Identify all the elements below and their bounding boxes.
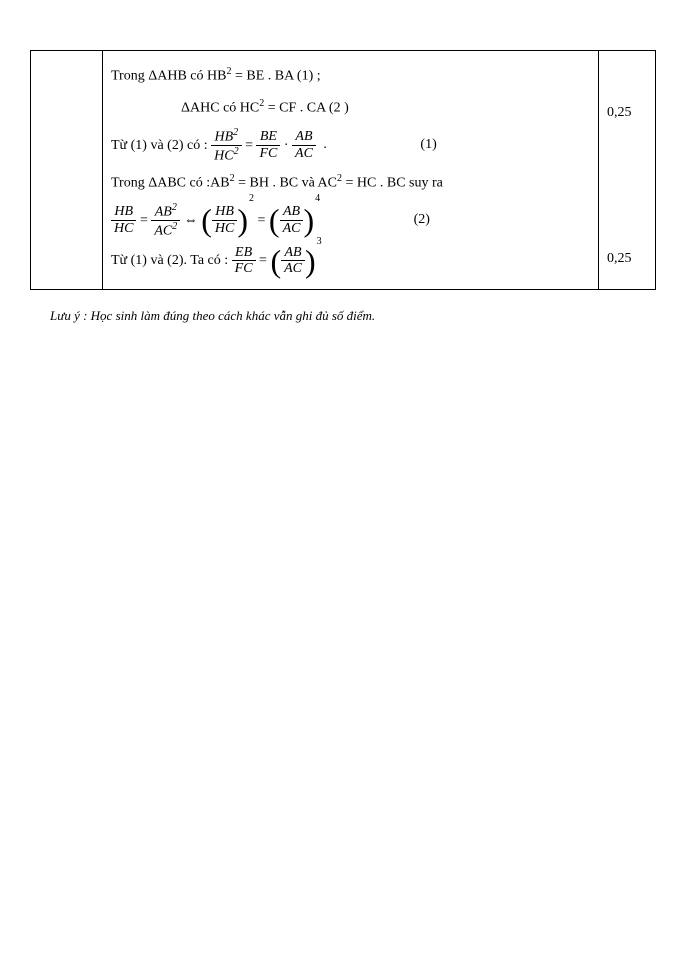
triangle-ahb: ΔAHB [148, 69, 187, 84]
num: AB [292, 129, 316, 145]
line-2: ΔAHC có HC2 = CF . CA (2 ) [111, 95, 590, 121]
score-2: 0,25 [607, 251, 647, 267]
den: AC [281, 261, 305, 276]
fraction: HB2 HC2 [211, 127, 241, 164]
num: EB [232, 245, 256, 261]
index-cell [31, 51, 103, 290]
text: = BH . BC và AC [238, 175, 337, 190]
line-3: Từ (1) và (2) có : HB2 HC2 = BE FC · AB … [111, 127, 590, 164]
text: Trong [111, 69, 148, 84]
note-text: Lưu ý : Học sinh làm đúng theo cách khác… [50, 308, 656, 324]
den: HC [214, 148, 233, 163]
fraction: EB FC [232, 245, 256, 277]
exp-3: 3 [317, 236, 322, 247]
fraction: BE FC [256, 129, 280, 161]
num: HB [215, 129, 234, 144]
num: HB [212, 204, 237, 220]
text: có :AB [190, 175, 230, 190]
text: = HC . BC suy ra [346, 175, 443, 190]
triangle-abc: ΔABC [148, 175, 186, 190]
line-6: Từ (1) và (2). Ta có : EB FC = ( AB AC )… [111, 245, 590, 277]
text: Trong [111, 175, 148, 190]
equals: = [245, 137, 256, 152]
paren-ab-ac-3: ( AB AC ) [270, 245, 315, 277]
sup: 2 [337, 173, 342, 184]
sup: 2 [226, 66, 231, 77]
eqnum-1: (1) [420, 132, 436, 157]
equals: = [258, 212, 269, 227]
num: BE [256, 129, 280, 145]
line-4: Trong ΔABC có :AB2 = BH . BC và AC2 = HC… [111, 170, 590, 196]
text: Từ (1) và (2). Ta có : [111, 253, 232, 268]
text: = BE . BA (1) ; [235, 69, 321, 84]
solution-table: Trong ΔAHB có HB2 = BE . BA (1) ; ΔAHC c… [30, 50, 656, 290]
text: có HC [223, 101, 259, 116]
fraction: HB HC [111, 204, 136, 236]
text: Từ (1) và (2) có : [111, 137, 211, 152]
content-cell: Trong ΔAHB có HB2 = BE . BA (1) ; ΔAHC c… [103, 51, 599, 290]
den: FC [256, 146, 280, 161]
den: AC [280, 221, 304, 236]
iff: ⇔ [184, 212, 202, 227]
den: AC [292, 146, 316, 161]
fraction: AB AC [292, 129, 316, 161]
exp-4: 4 [315, 193, 320, 204]
den: FC [232, 261, 256, 276]
line-1: Trong ΔAHB có HB2 = BE . BA (1) ; [111, 63, 590, 89]
equals: = [259, 253, 270, 268]
equals: = [140, 212, 151, 227]
den: HC [212, 221, 237, 236]
num: AB [155, 204, 172, 219]
den: AC [154, 223, 172, 238]
text: = CF . CA (2 ) [268, 101, 349, 116]
score-1: 0,25 [607, 105, 647, 121]
num: AB [280, 204, 304, 220]
table-row: Trong ΔAHB có HB2 = BE . BA (1) ; ΔAHC c… [31, 51, 656, 290]
dot: · [284, 137, 292, 152]
text: có HB [190, 69, 226, 84]
fraction: AB2 AC2 [151, 202, 180, 239]
num: HB [111, 204, 136, 220]
score-cell: 0,25 0,25 [599, 51, 656, 290]
sup: 2 [259, 98, 264, 109]
paren-hb-hc: ( HB HC ) [201, 204, 248, 236]
eqnum-2: (2) [414, 207, 430, 232]
paren-ab-ac: ( AB AC ) [269, 204, 314, 236]
triangle-ahc: ΔAHC [181, 101, 220, 116]
num: AB [281, 245, 305, 261]
exp-2: 2 [249, 193, 254, 204]
den: HC [111, 221, 136, 236]
sup: 2 [230, 173, 235, 184]
line-5: HB HC = AB2 AC2 ⇔ ( HB HC ) 2 = [111, 202, 590, 239]
